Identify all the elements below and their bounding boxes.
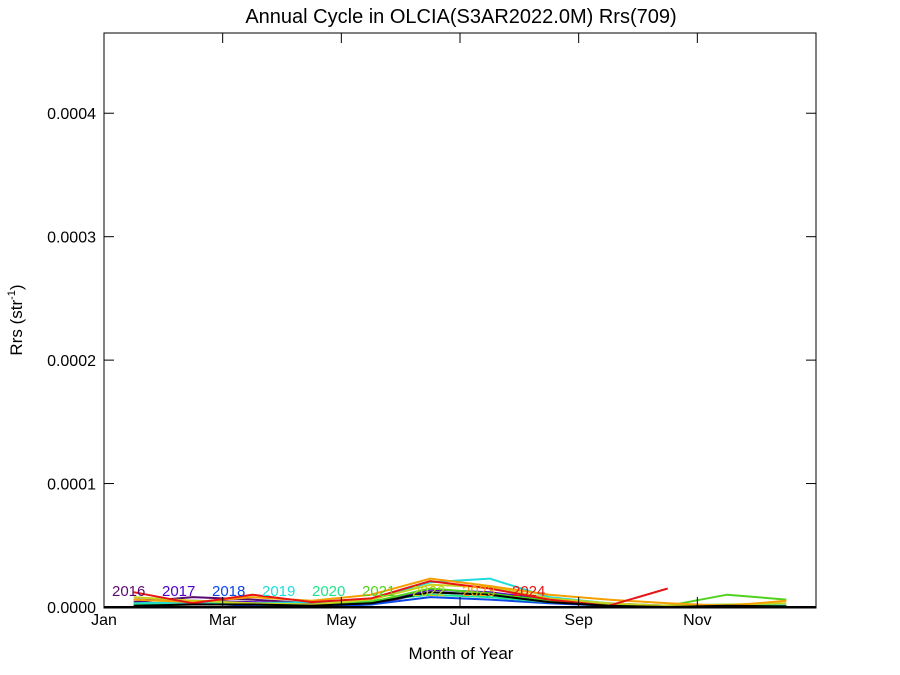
x-tick-label: Jul bbox=[450, 612, 470, 629]
legend-entry: 2016 bbox=[112, 583, 145, 600]
legend: 2016 2017 2018 2019 2020 2021 2022 2023 2024 bbox=[112, 583, 545, 600]
legend-entry: 2020 bbox=[312, 583, 345, 600]
x-tick-label: Sep bbox=[564, 612, 593, 629]
x-tick-label: Mar bbox=[209, 612, 237, 629]
legend-entry: 2024 bbox=[512, 583, 545, 600]
legend-entry: 2017 bbox=[162, 583, 195, 600]
y-axis-label-main: Rrs (str bbox=[7, 300, 26, 356]
series-line bbox=[133, 583, 787, 607]
x-ticks: Jan Mar May Jul Sep Nov bbox=[91, 33, 712, 629]
y-tick-label: 0.0000 bbox=[47, 600, 96, 617]
y-axis-label: Rrs (str-1) bbox=[6, 284, 26, 355]
legend-entry: 2018 bbox=[212, 583, 245, 600]
y-tick-label: 0.0001 bbox=[47, 477, 96, 494]
y-axis-label-close: ) bbox=[7, 284, 26, 290]
y-axis-label-superscript: -1 bbox=[6, 290, 18, 300]
x-axis-label: Month of Year bbox=[409, 644, 514, 663]
x-tick-label: Nov bbox=[683, 612, 711, 629]
y-tick-label: 0.0003 bbox=[47, 230, 96, 247]
legend-entry: 2022 bbox=[412, 583, 445, 600]
legend-entry: 2021 bbox=[362, 583, 395, 600]
y-tick-label: 0.0004 bbox=[47, 106, 96, 123]
y-tick-label: 0.0002 bbox=[47, 353, 96, 370]
legend-entry: 2023 bbox=[462, 583, 495, 600]
chart-title: Annual Cycle in OLCIA(S3AR2022.0M) Rrs(7… bbox=[245, 6, 676, 28]
y-ticks: 0.0000 0.0001 0.0002 0.0003 0.0004 bbox=[47, 106, 816, 617]
legend-entry: 2019 bbox=[262, 583, 295, 600]
series-line bbox=[133, 577, 787, 607]
x-tick-label: May bbox=[326, 612, 356, 629]
x-tick-label: Jan bbox=[91, 612, 117, 629]
